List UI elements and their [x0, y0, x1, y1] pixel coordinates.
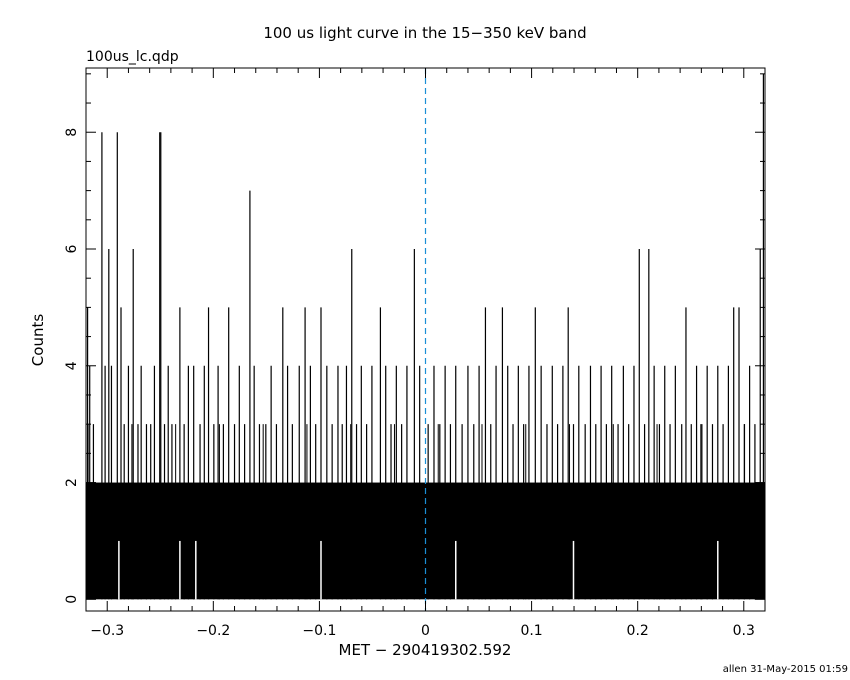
chart-subtitle: 100us_lc.qdp [86, 49, 179, 65]
chart-title: 100 us light curve in the 15−350 keV ban… [263, 24, 586, 42]
x-tick-label: −0.3 [90, 623, 124, 639]
x-axis-ticks: −0.3 −0.2 −0.1 0 0.1 0.2 0.3 [85, 68, 766, 639]
x-tick-label: 0.2 [627, 623, 649, 639]
y-tick-label: 6 [64, 244, 80, 253]
y-tick-label: 4 [64, 361, 80, 370]
x-tick-label: 0.3 [733, 623, 755, 639]
x-tick-label: 0 [421, 623, 430, 639]
x-tick-label: −0.1 [302, 623, 336, 639]
y-axis-ticks: 0 2 4 6 8 [64, 73, 765, 604]
y-tick-label: 8 [64, 128, 80, 137]
x-tick-label: −0.2 [196, 623, 230, 639]
y-tick-label: 0 [64, 595, 80, 604]
plot-credit: allen 31-May-2015 01:59 [723, 664, 848, 675]
x-axis-label: MET − 290419302.592 [339, 641, 512, 659]
x-tick-label: 0.1 [520, 623, 542, 639]
y-tick-label: 2 [64, 478, 80, 487]
y-axis-label: Counts [29, 314, 47, 367]
